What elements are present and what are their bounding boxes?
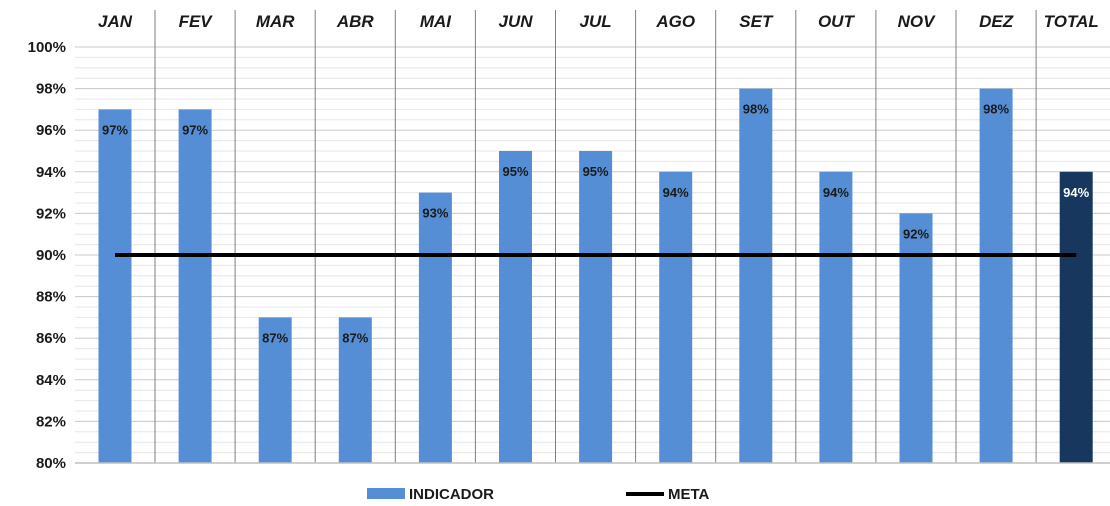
data-label-fev: 97% xyxy=(182,122,208,137)
data-label-dez: 98% xyxy=(983,102,1009,117)
x-tick-label-ago: AGO xyxy=(655,12,695,31)
x-tick-label-nov: NOV xyxy=(898,12,937,31)
legend-meta-label: META xyxy=(668,486,710,503)
bar-set xyxy=(739,88,773,463)
data-label-out: 94% xyxy=(823,185,849,200)
data-label-jun: 95% xyxy=(502,164,528,179)
bar-mar xyxy=(258,317,292,463)
y-tick-label: 92% xyxy=(36,205,66,222)
y-tick-label: 98% xyxy=(36,81,66,98)
legend-indicador-label: INDICADOR xyxy=(409,486,494,503)
y-tick-label: 96% xyxy=(36,122,66,139)
bar-abr xyxy=(338,317,372,463)
x-tick-label-out: OUT xyxy=(818,12,856,31)
y-axis-ticks: 80% 82% 84% 86% 88% 90% 92% 94% 96% 98% 100% xyxy=(28,39,66,472)
bar-nov xyxy=(899,213,933,463)
y-tick-label: 90% xyxy=(36,247,66,264)
bar-out xyxy=(819,171,853,464)
data-label-jul: 95% xyxy=(583,164,609,179)
data-label-ago: 94% xyxy=(663,185,689,200)
x-axis-categories: JAN FEV MAR ABR MAI JUN JUL AGO SET OUT NOV DEZ TOTA… xyxy=(98,12,1099,31)
legend: INDICADOR META xyxy=(367,486,710,503)
data-label-nov: 92% xyxy=(903,226,929,241)
x-tick-label-jul: JUL xyxy=(580,12,612,31)
data-label-jan: 97% xyxy=(102,122,128,137)
bar-jul xyxy=(579,151,613,463)
x-tick-label-dez: DEZ xyxy=(979,12,1014,31)
x-tick-label-mai: MAI xyxy=(420,12,452,31)
bar-ago xyxy=(659,171,693,464)
column-separators xyxy=(154,10,1037,463)
x-tick-label-abr: ABR xyxy=(336,12,375,31)
data-label-mar: 87% xyxy=(262,330,288,345)
x-tick-label-jun: JUN xyxy=(498,12,533,31)
data-label-abr: 87% xyxy=(342,330,368,345)
bar-dez xyxy=(979,88,1013,463)
x-tick-label-total: TOTAL xyxy=(1044,12,1099,31)
data-label-set: 98% xyxy=(743,102,769,117)
y-tick-label: 100% xyxy=(28,39,66,56)
y-tick-label: 84% xyxy=(36,372,66,389)
bar-jan xyxy=(98,109,132,464)
x-tick-label-mar: MAR xyxy=(256,12,295,31)
bar-mai xyxy=(418,192,452,463)
data-labels: 97% 97% 87% 87% 93% 95% 95% 94% 98% 94% 92% 98% 94% xyxy=(102,102,1090,346)
y-tick-label: 80% xyxy=(36,455,66,472)
y-tick-label: 94% xyxy=(36,164,66,181)
y-tick-label: 82% xyxy=(36,413,66,430)
y-tick-label: 86% xyxy=(36,330,66,347)
data-label-mai: 93% xyxy=(422,206,448,221)
bar-total xyxy=(1059,171,1093,464)
y-tick-label: 88% xyxy=(36,289,66,306)
bar-fev xyxy=(178,109,212,464)
x-tick-label-jan: JAN xyxy=(98,12,133,31)
x-tick-label-set: SET xyxy=(739,12,774,31)
legend-indicador-swatch xyxy=(367,488,405,499)
bar-jun xyxy=(499,151,532,463)
x-tick-label-fev: FEV xyxy=(179,12,214,31)
data-label-total: 94% xyxy=(1063,185,1089,200)
